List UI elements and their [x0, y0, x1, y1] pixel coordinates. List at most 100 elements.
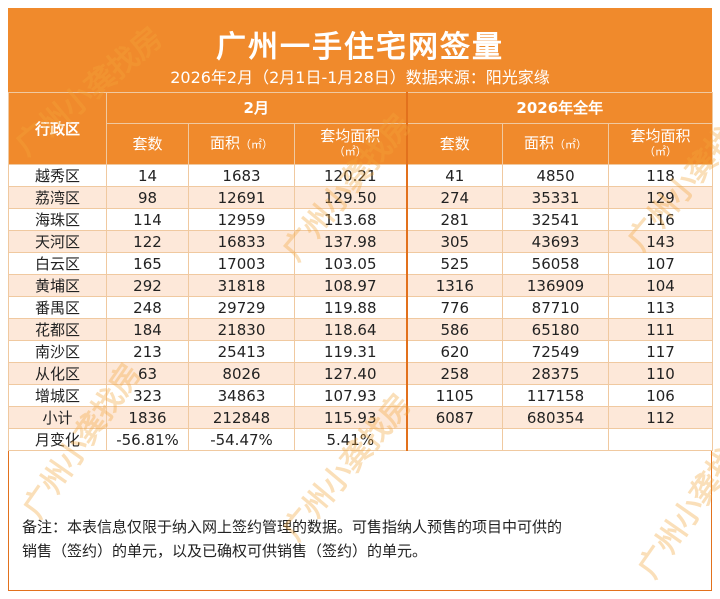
cell-district: 小计: [8, 406, 107, 429]
table-row: 黄埔区 292 31818 108.97 1316 136909 104: [8, 274, 714, 297]
cell-year-area: 4850: [502, 164, 610, 187]
cell-district: 南沙区: [8, 340, 107, 363]
cell-month-avg: 127.40: [293, 362, 408, 385]
header-group-month: 2月: [105, 92, 408, 124]
cell-month-area: 1683: [188, 164, 295, 187]
table-row: 南沙区 213 25413 119.31 620 72549 117: [8, 340, 714, 363]
cell-year-area: 32541: [502, 208, 610, 231]
cell-month-area: 16833: [188, 230, 295, 253]
cell-year-area: 117158: [502, 384, 610, 407]
cell-month-avg: 129.50: [293, 186, 408, 209]
cell-year-area: 65180: [502, 318, 610, 341]
cell-month-count: 114: [106, 208, 189, 231]
cell-year-avg: 113: [608, 296, 714, 319]
header-group-year: 2026年全年: [405, 92, 714, 124]
table-row: 越秀区 14 1683 120.21 41 4850 118: [8, 164, 714, 187]
table-row: 白云区 165 17003 103.05 525 56058 107: [8, 252, 714, 275]
cell-month-count: 292: [106, 274, 189, 297]
header-month-area: 面积（㎡）: [188, 123, 295, 165]
cell-year-count: 1105: [405, 384, 504, 407]
cell-year-count: 305: [405, 230, 504, 253]
cell-month-avg: 107.93: [293, 384, 408, 407]
cell-year-avg: 116: [608, 208, 714, 231]
header-month-avg-area: 套均面积 （㎡）: [293, 123, 408, 165]
cell-year-area: 136909: [502, 274, 610, 297]
cell-month-avg: 108.97: [293, 274, 408, 297]
cell-district: 天河区: [8, 230, 107, 253]
cell-month-count: -56.81%: [106, 428, 189, 451]
cell-month-count: 213: [106, 340, 189, 363]
cell-year-avg: 104: [608, 274, 714, 297]
table-row: 海珠区 114 12959 113.68 281 32541 116: [8, 208, 714, 231]
cell-month-count: 63: [106, 362, 189, 385]
header-area-label: 面积: [209, 134, 240, 152]
cell-year-avg: 143: [608, 230, 714, 253]
table-row: 花都区 184 21830 118.64 586 65180 111: [8, 318, 714, 341]
cell-month-area: 12959: [188, 208, 295, 231]
cell-year-avg: 111: [608, 318, 714, 341]
cell-month-area: 29729: [188, 296, 295, 319]
footnote-line: 销售（签约）的单元，以及已确权可供销售（签约）的单元。: [22, 542, 428, 560]
cell-year-avg: 118: [608, 164, 714, 187]
table-row: 从化区 63 8026 127.40 258 28375 110: [8, 362, 714, 385]
header-avg-unit: （㎡）: [644, 145, 678, 158]
cell-month-count: 248: [106, 296, 189, 319]
cell-year-avg: 112: [608, 406, 714, 429]
table-row: 月变化 -56.81% -54.47% 5.41%: [8, 428, 714, 451]
table-body: 越秀区 14 1683 120.21 41 4850 118 荔湾区 98 12691 129.50…: [8, 164, 714, 451]
cell-year-avg: 110: [608, 362, 714, 385]
cell-month-area: 31818: [188, 274, 295, 297]
cell-year-count: 1316: [405, 274, 504, 297]
cell-year-area: 35331: [502, 186, 610, 209]
cell-year-count: [405, 428, 504, 451]
header-district: 行政区: [8, 92, 107, 165]
page-subtitle: 2026年2月（2月1日-1月28日）数据来源：阳光家缘: [170, 68, 550, 87]
cell-district: 海珠区: [8, 208, 107, 231]
cell-month-count: 184: [106, 318, 189, 341]
cell-month-count: 165: [106, 252, 189, 275]
header-year-avg-area: 套均面积 （㎡）: [608, 123, 714, 165]
cell-district: 白云区: [8, 252, 107, 275]
cell-district: 从化区: [8, 362, 107, 385]
cell-year-count: 586: [405, 318, 504, 341]
cell-district: 月变化: [8, 428, 107, 451]
table-row: 天河区 122 16833 137.98 305 43693 143: [8, 230, 714, 253]
cell-year-avg: 106: [608, 384, 714, 407]
cell-year-count: 258: [405, 362, 504, 385]
cell-month-area: 21830: [188, 318, 295, 341]
cell-year-count: 281: [405, 208, 504, 231]
cell-year-count: 274: [405, 186, 504, 209]
header-area-label: 面积: [524, 134, 555, 152]
cell-district: 黄埔区: [8, 274, 107, 297]
cell-year-area: 43693: [502, 230, 610, 253]
cell-month-count: 98: [106, 186, 189, 209]
cell-month-avg: 113.68: [293, 208, 408, 231]
cell-month-area: 212848: [188, 406, 295, 429]
cell-district: 番禺区: [8, 296, 107, 319]
cell-month-avg: 119.88: [293, 296, 408, 319]
header-month-count: 套数: [106, 123, 189, 165]
table-row: 荔湾区 98 12691 129.50 274 35331 129: [8, 186, 714, 209]
cell-month-avg: 103.05: [293, 252, 408, 275]
header-avg-label: 套均面积: [630, 127, 691, 145]
cell-year-avg: 129: [608, 186, 714, 209]
cell-month-area: -54.47%: [188, 428, 295, 451]
cell-year-avg: [608, 428, 714, 451]
header-year-area: 面积（㎡）: [502, 123, 610, 165]
header-area-unit: （㎡）: [240, 138, 273, 151]
cell-month-avg: 120.21: [293, 164, 408, 187]
cell-month-count: 323: [106, 384, 189, 407]
cell-month-area: 25413: [188, 340, 295, 363]
cell-month-avg: 118.64: [293, 318, 408, 341]
cell-month-avg: 137.98: [293, 230, 408, 253]
cell-year-area: 680354: [502, 406, 610, 429]
cell-month-count: 122: [106, 230, 189, 253]
cell-year-avg: 117: [608, 340, 714, 363]
table-row: 增城区 323 34863 107.93 1105 117158 106: [8, 384, 714, 407]
cell-month-area: 17003: [188, 252, 295, 275]
cell-year-count: 620: [405, 340, 504, 363]
cell-district: 花都区: [8, 318, 107, 341]
cell-month-area: 12691: [188, 186, 295, 209]
cell-district: 荔湾区: [8, 186, 107, 209]
cell-year-count: 41: [405, 164, 504, 187]
